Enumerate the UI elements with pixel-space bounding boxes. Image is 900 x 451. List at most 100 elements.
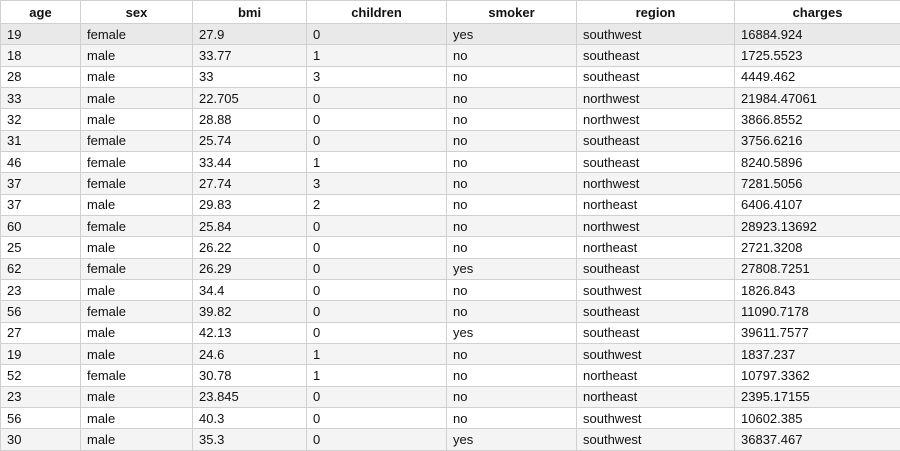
cell-sex: female	[80, 364, 193, 387]
cell-bmi: 29.83	[192, 193, 307, 216]
cell-region: southeast	[576, 129, 735, 152]
cell-age: 37	[0, 172, 81, 195]
table-row[interactable]: 62 female 26.29 0 yes southeast 27808.7251	[0, 257, 900, 280]
cell-region: northeast	[576, 193, 735, 216]
table-row[interactable]: 18 male 33.77 1 no southeast 1725.5523	[0, 44, 900, 67]
cell-age: 33	[0, 86, 81, 110]
table-row[interactable]: 27 male 42.13 0 yes southeast 39611.7577	[0, 321, 900, 344]
cell-sex: male	[80, 65, 193, 88]
cell-region: southeast	[576, 65, 735, 88]
table-row[interactable]: 30 male 35.3 0 yes southwest 36837.467	[0, 428, 900, 451]
cell-age: 60	[0, 214, 81, 238]
cell-children: 3	[306, 65, 447, 88]
cell-age: 52	[0, 364, 81, 387]
cell-sex: female	[80, 257, 193, 280]
column-header-region[interactable]: region	[576, 0, 735, 24]
cell-bmi: 39.82	[192, 300, 307, 323]
cell-charges: 8240.5896	[734, 150, 900, 174]
cell-smoker: no	[446, 193, 577, 216]
cell-sex: male	[80, 428, 193, 451]
cell-bmi: 33.77	[192, 44, 307, 67]
cell-charges: 1826.843	[734, 278, 900, 302]
cell-charges: 36837.467	[734, 428, 900, 451]
table-body: 19 female 27.9 0 yes southwest 16884.924 18 male…	[0, 22, 900, 451]
table-row[interactable]: 60 female 25.84 0 no northwest 28923.13692	[0, 214, 900, 238]
table-row[interactable]: 23 male 34.4 0 no southwest 1826.843	[0, 278, 900, 302]
cell-smoker: no	[446, 86, 577, 110]
table-header-row: age sex bmi children smoker region charges	[0, 0, 900, 24]
cell-bmi: 23.845	[192, 385, 307, 408]
column-header-smoker[interactable]: smoker	[446, 0, 577, 24]
cell-age: 56	[0, 406, 81, 430]
cell-children: 0	[306, 428, 447, 451]
cell-smoker: yes	[446, 321, 577, 344]
cell-bmi: 26.29	[192, 257, 307, 280]
cell-sex: male	[80, 385, 193, 408]
cell-children: 2	[306, 193, 447, 216]
cell-region: southwest	[576, 428, 735, 451]
cell-charges: 3756.6216	[734, 129, 900, 152]
cell-smoker: no	[446, 65, 577, 88]
cell-children: 0	[306, 300, 447, 323]
cell-region: southeast	[576, 44, 735, 67]
column-header-children[interactable]: children	[306, 0, 447, 24]
table-row[interactable]: 31 female 25.74 0 no southeast 3756.6216	[0, 129, 900, 152]
table-row[interactable]: 28 male 33 3 no southeast 4449.462	[0, 65, 900, 88]
cell-sex: male	[80, 342, 193, 366]
column-header-bmi[interactable]: bmi	[192, 0, 307, 24]
column-header-sex[interactable]: sex	[80, 0, 193, 24]
cell-smoker: no	[446, 108, 577, 131]
cell-bmi: 33.44	[192, 150, 307, 174]
table-row[interactable]: 23 male 23.845 0 no northeast 2395.17155	[0, 385, 900, 408]
table-row[interactable]: 37 male 29.83 2 no northeast 6406.4107	[0, 193, 900, 216]
cell-age: 28	[0, 65, 81, 88]
cell-region: northwest	[576, 108, 735, 131]
cell-bmi: 28.88	[192, 108, 307, 131]
cell-region: southwest	[576, 342, 735, 366]
cell-smoker: yes	[446, 257, 577, 280]
cell-charges: 28923.13692	[734, 214, 900, 238]
cell-age: 46	[0, 150, 81, 174]
cell-smoker: no	[446, 172, 577, 195]
cell-charges: 6406.4107	[734, 193, 900, 216]
cell-smoker: no	[446, 129, 577, 152]
cell-age: 23	[0, 278, 81, 302]
cell-smoker: no	[446, 44, 577, 67]
table-row[interactable]: 25 male 26.22 0 no northeast 2721.3208	[0, 236, 900, 259]
cell-age: 25	[0, 236, 81, 259]
cell-age: 62	[0, 257, 81, 280]
cell-sex: male	[80, 406, 193, 430]
cell-region: southeast	[576, 321, 735, 344]
cell-smoker: no	[446, 406, 577, 430]
cell-sex: female	[80, 129, 193, 152]
cell-age: 23	[0, 385, 81, 408]
cell-sex: female	[80, 214, 193, 238]
table-row[interactable]: 32 male 28.88 0 no northwest 3866.8552	[0, 108, 900, 131]
column-header-age[interactable]: age	[0, 0, 81, 24]
cell-region: southwest	[576, 406, 735, 430]
cell-children: 0	[306, 86, 447, 110]
table-row[interactable]: 19 female 27.9 0 yes southwest 16884.924	[0, 22, 900, 46]
cell-smoker: yes	[446, 428, 577, 451]
cell-sex: male	[80, 193, 193, 216]
table-row[interactable]: 46 female 33.44 1 no southeast 8240.5896	[0, 150, 900, 174]
table-row[interactable]: 33 male 22.705 0 no northwest 21984.47061	[0, 86, 900, 110]
cell-smoker: no	[446, 214, 577, 238]
cell-bmi: 30.78	[192, 364, 307, 387]
cell-age: 56	[0, 300, 81, 323]
cell-region: northeast	[576, 236, 735, 259]
cell-region: northwest	[576, 172, 735, 195]
cell-charges: 2721.3208	[734, 236, 900, 259]
cell-smoker: no	[446, 364, 577, 387]
cell-sex: female	[80, 300, 193, 323]
cell-age: 30	[0, 428, 81, 451]
column-header-charges[interactable]: charges	[734, 0, 900, 24]
table-row[interactable]: 37 female 27.74 3 no northwest 7281.5056	[0, 172, 900, 195]
cell-age: 19	[0, 22, 81, 46]
table-row[interactable]: 52 female 30.78 1 no northeast 10797.3362	[0, 364, 900, 387]
cell-charges: 2395.17155	[734, 385, 900, 408]
table-row[interactable]: 19 male 24.6 1 no southwest 1837.237	[0, 342, 900, 366]
table-row[interactable]: 56 female 39.82 0 no southeast 11090.7178	[0, 300, 900, 323]
table-row[interactable]: 56 male 40.3 0 no southwest 10602.385	[0, 406, 900, 430]
